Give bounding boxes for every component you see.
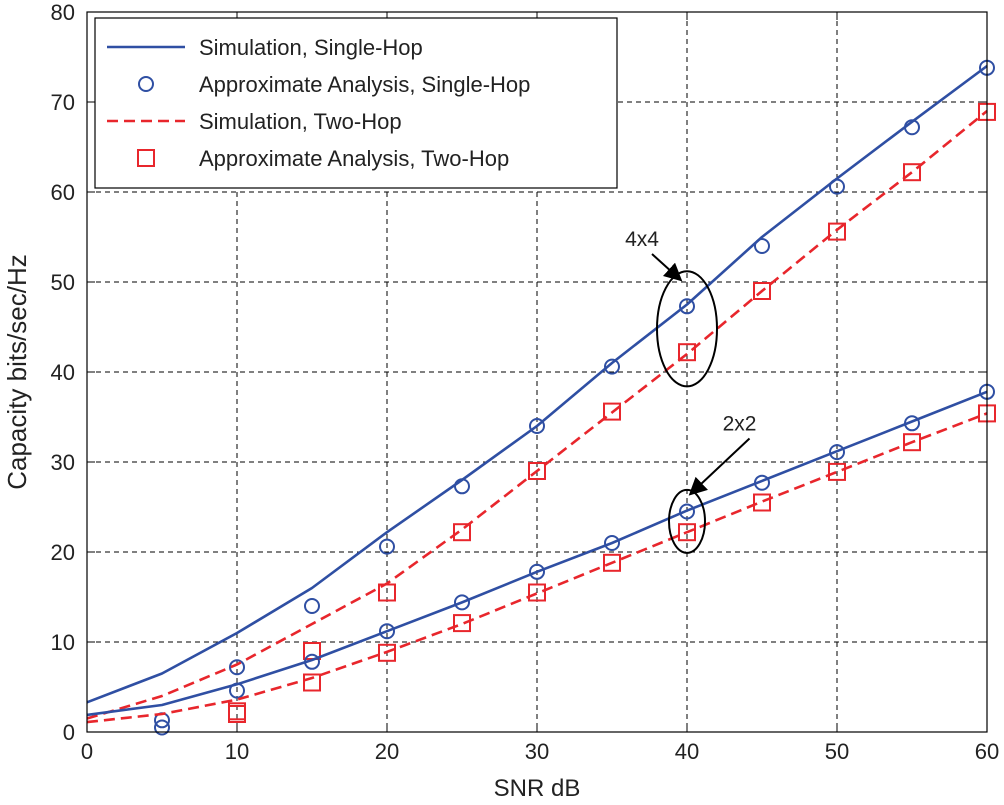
x-tick-label: 50 <box>825 739 849 764</box>
annotation-label-4x4: 4x4 <box>625 228 659 251</box>
y-tick-label: 50 <box>51 270 75 295</box>
axis-ticks: 0 10 20 30 40 50 60 0 10 20 30 40 50 60 70 80 <box>51 0 1000 764</box>
point-2x2-approximate-analysis-two-hop <box>828 462 846 481</box>
legend-label-simulation-two-hop: Simulation, Two-Hop <box>199 109 402 134</box>
point-4x4-approximate-analysis-single-hop <box>679 298 695 315</box>
annotation-label-2x2: 2x2 <box>723 413 757 436</box>
point-4x4-approximate-analysis-single-hop <box>829 178 845 195</box>
legend-label-simulation-single-hop: Simulation, Single-Hop <box>199 35 423 60</box>
y-axis-label: Capacity bits/sec/Hz <box>2 254 32 490</box>
point-2x2-approximate-analysis-single-hop <box>604 535 620 551</box>
y-tick-label: 30 <box>51 450 75 475</box>
x-tick-label: 40 <box>675 739 699 764</box>
series-line-4x4-simulation-two-hop <box>86 109 988 720</box>
data-series <box>86 59 996 736</box>
point-2x2-approximate-analysis-single-hop <box>904 415 920 432</box>
point-2x2-approximate-analysis-two-hop <box>303 673 321 692</box>
point-4x4-approximate-analysis-two-hop <box>453 523 471 542</box>
legend-label-approximate-analysis-two-hop: Approximate Analysis, Two-Hop <box>199 146 509 171</box>
y-tick-label: 70 <box>51 90 75 115</box>
point-2x2-approximate-analysis-single-hop <box>754 474 770 491</box>
legend-label-approximate-analysis-single-hop: Approximate Analysis, Single-Hop <box>199 72 530 97</box>
x-tick-label: 0 <box>81 739 93 764</box>
series-line-4x4-simulation-single-hop <box>86 64 988 704</box>
point-4x4-approximate-analysis-single-hop <box>454 478 470 495</box>
point-2x2-approximate-analysis-single-hop <box>379 623 395 640</box>
x-tick-label: 20 <box>375 739 399 764</box>
point-2x2-approximate-analysis-two-hop <box>378 643 396 662</box>
x-tick-label: 30 <box>525 739 549 764</box>
point-4x4-approximate-analysis-single-hop <box>154 719 170 736</box>
point-4x4-approximate-analysis-two-hop <box>678 343 696 362</box>
legend-swatch-approximate-analysis-two-hop <box>137 149 155 167</box>
point-4x4-approximate-analysis-single-hop <box>754 238 770 254</box>
point-4x4-approximate-analysis-two-hop <box>528 462 546 480</box>
point-2x2-approximate-analysis-single-hop <box>529 563 545 580</box>
y-tick-label: 40 <box>51 360 75 385</box>
y-tick-label: 20 <box>51 540 75 565</box>
point-2x2-approximate-analysis-two-hop <box>753 493 771 512</box>
point-2x2-approximate-analysis-single-hop <box>229 682 245 699</box>
point-4x4-approximate-analysis-single-hop <box>529 418 545 434</box>
annotation-ellipse-2x2 <box>668 488 706 554</box>
legend: Simulation, Single-Hop Approximate Analys… <box>94 17 618 189</box>
y-tick-label: 60 <box>51 180 75 205</box>
point-2x2-approximate-analysis-single-hop <box>454 594 470 611</box>
point-4x4-approximate-analysis-two-hop <box>828 222 846 241</box>
point-4x4-approximate-analysis-two-hop <box>903 163 921 182</box>
x-tick-label: 10 <box>225 739 249 764</box>
point-4x4-approximate-analysis-single-hop <box>304 598 320 614</box>
point-2x2-approximate-analysis-single-hop <box>679 503 695 520</box>
point-2x2-approximate-analysis-two-hop <box>228 705 246 723</box>
point-2x2-approximate-analysis-two-hop <box>903 433 921 452</box>
point-4x4-approximate-analysis-single-hop <box>904 119 920 136</box>
annotation-arrow-4x4 <box>651 253 683 282</box>
point-4x4-approximate-analysis-two-hop <box>603 402 621 421</box>
point-2x2-approximate-analysis-single-hop <box>304 653 320 670</box>
point-2x2-approximate-analysis-single-hop <box>829 444 845 461</box>
point-4x4-approximate-analysis-two-hop <box>753 282 771 300</box>
point-4x4-approximate-analysis-single-hop <box>229 659 245 676</box>
x-axis-label: SNR dB <box>494 775 581 802</box>
y-tick-label: 80 <box>51 0 75 25</box>
annotation-arrow-2x2 <box>688 437 751 496</box>
point-2x2-approximate-analysis-two-hop <box>603 553 621 572</box>
y-tick-label: 0 <box>63 720 75 745</box>
point-2x2-approximate-analysis-two-hop <box>678 523 696 542</box>
x-tick-label: 60 <box>975 739 999 764</box>
point-2x2-approximate-analysis-two-hop <box>528 583 546 602</box>
point-4x4-approximate-analysis-single-hop <box>379 538 395 555</box>
annotation-ellipse-4x4 <box>656 270 718 388</box>
legend-swatch-approximate-analysis-single-hop <box>138 76 154 92</box>
point-4x4-approximate-analysis-two-hop <box>378 583 396 602</box>
point-4x4-approximate-analysis-single-hop <box>604 358 620 375</box>
annotations: 4x4 2x2 <box>625 228 757 554</box>
point-2x2-approximate-analysis-two-hop <box>453 614 471 633</box>
y-tick-label: 10 <box>51 630 75 655</box>
